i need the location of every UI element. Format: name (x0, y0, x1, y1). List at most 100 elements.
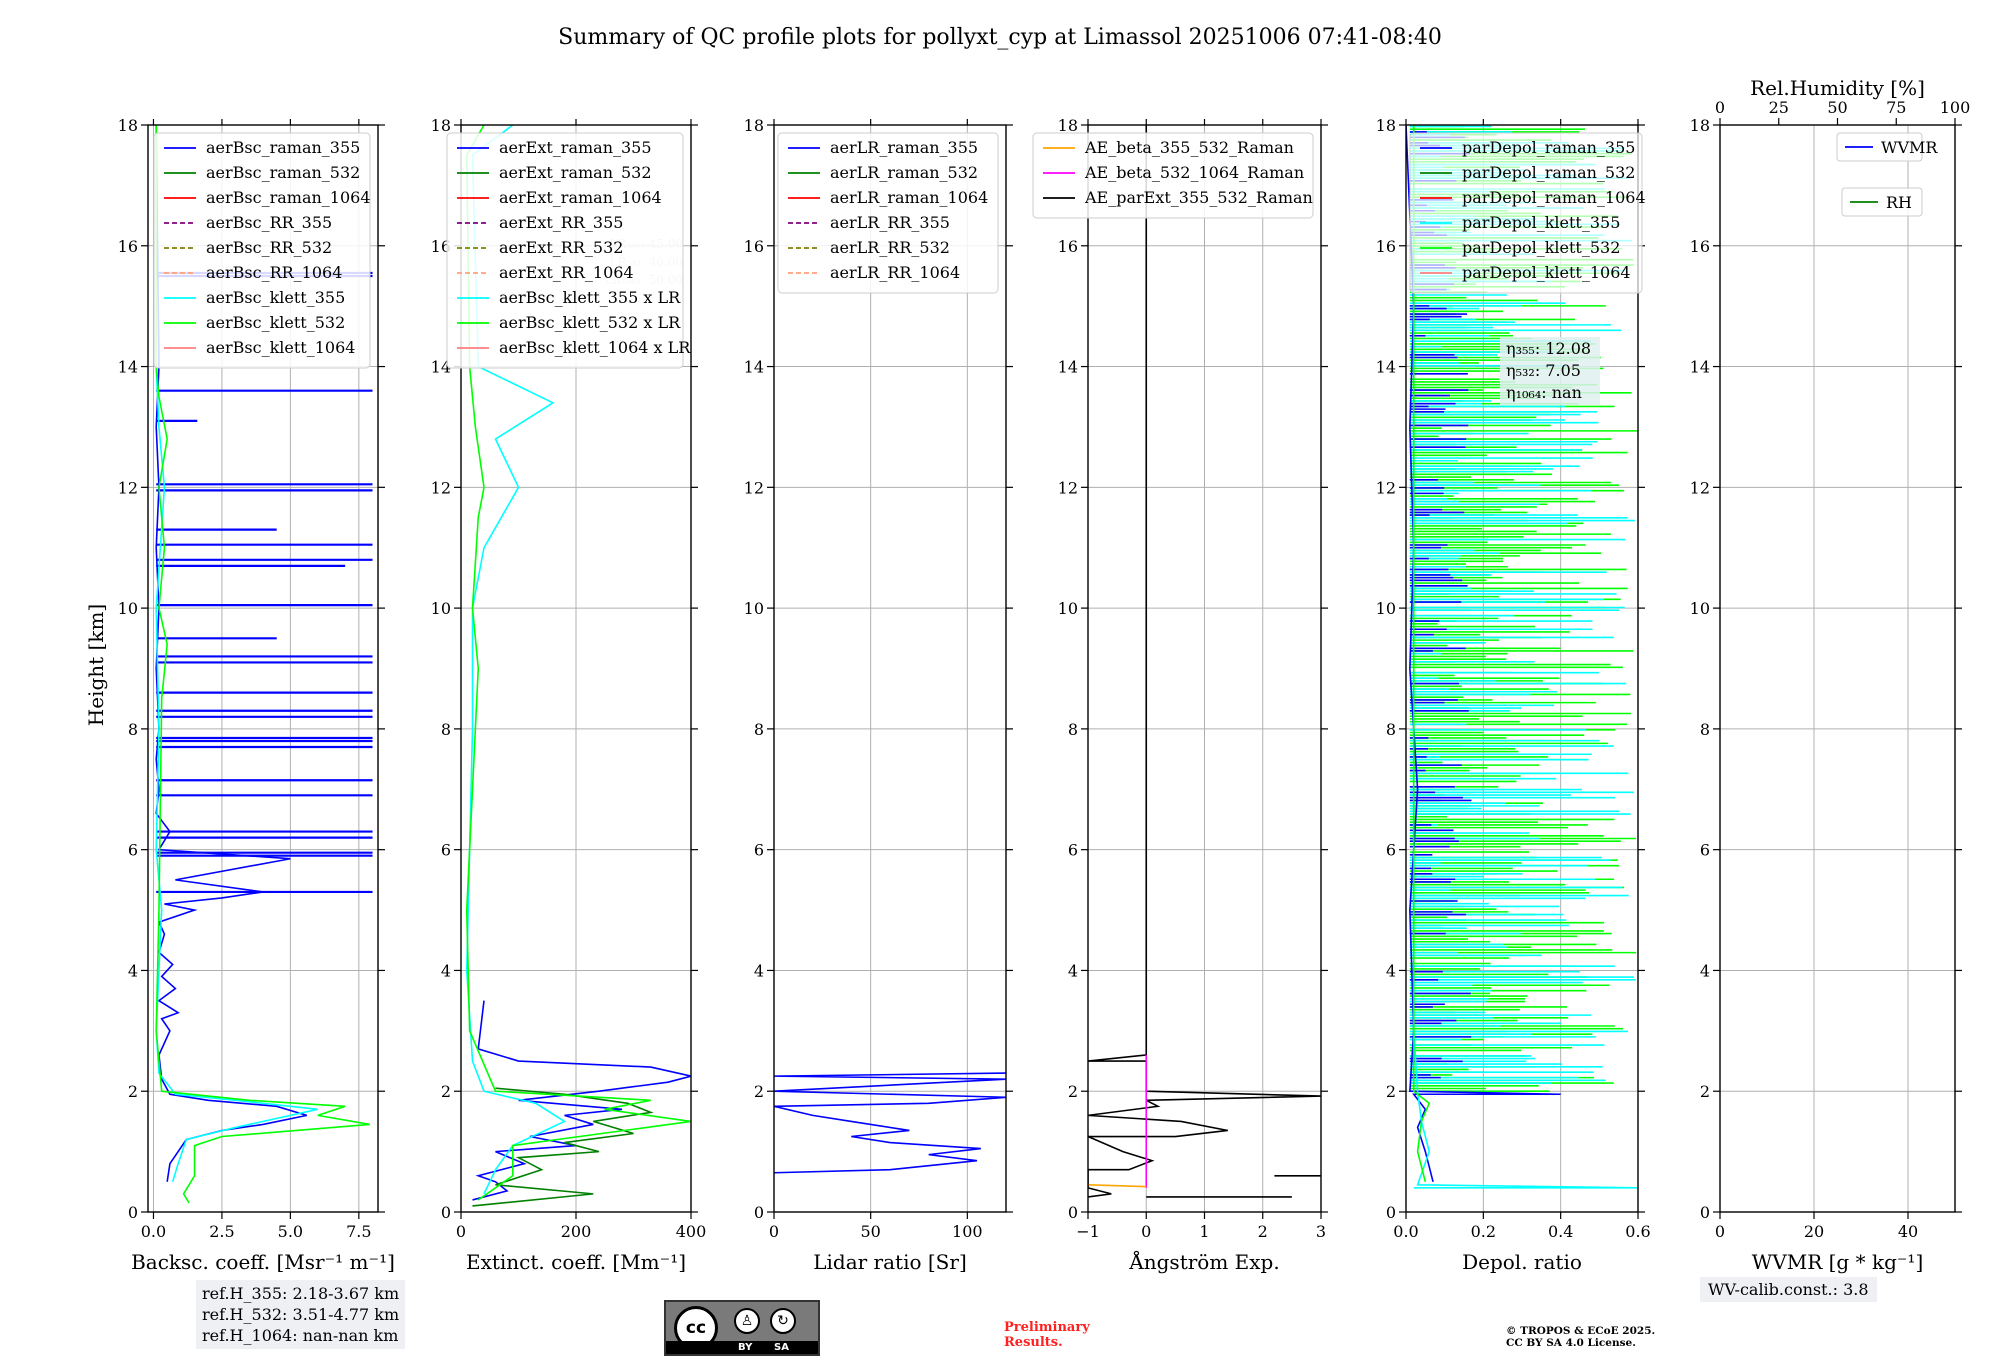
x-tick-label: 1 (1199, 1222, 1209, 1241)
legend-label: aerBsc_RR_355 (206, 213, 332, 232)
y-tick-label: 12 (1058, 478, 1078, 497)
y-tick-label: 6 (441, 841, 451, 860)
y-tick-label: 2 (1068, 1082, 1078, 1101)
x-tick-label: 20 (1804, 1222, 1824, 1241)
panel-backscatter: 0.0 2.5 5.0 7.5 Backsc. coeff. [Msr⁻¹ m⁻¹] 0 2… (118, 116, 395, 1274)
y-tick-label: 16 (1376, 237, 1396, 256)
y-tick-label: 6 (1700, 841, 1710, 860)
preliminary-line-2: Results. (1004, 1335, 1063, 1350)
y-tick-label: 18 (431, 116, 451, 135)
cc-sa-label: SA (774, 1342, 789, 1353)
x-tick-label: −1 (1076, 1222, 1100, 1241)
top-x-tick-label: 0 (1715, 98, 1725, 117)
series-parDepol_klett_532 (1412, 125, 1431, 1183)
x-tick-label: 0.2 (1471, 1222, 1496, 1241)
y-tick-label: 16 (431, 237, 451, 256)
x-tick-label: 3 (1316, 1222, 1326, 1241)
legend-label: WVMR (1881, 138, 1938, 157)
legend-box (777, 132, 999, 294)
person-icon: ♙ (734, 1308, 760, 1334)
legend-label: RH (1886, 193, 1912, 212)
legend-label: AE_beta_532_1064_Raman (1084, 163, 1304, 182)
x-tick-label: 100 (952, 1222, 983, 1241)
legend-label: aerBsc_raman_532 (206, 163, 360, 182)
share-alike-icon: ↻ (770, 1308, 796, 1334)
y-tick-label: 16 (118, 237, 138, 256)
legend-label: aerLR_raman_532 (830, 163, 978, 182)
y-tick-label: 8 (754, 720, 764, 739)
x-axis-label: Depol. ratio (1462, 1250, 1582, 1274)
eta-label: η₃₅₅: 12.08 (1506, 339, 1591, 358)
x-tick-label: 5.0 (278, 1222, 303, 1241)
x-tick-label: 7.5 (346, 1222, 371, 1241)
legend-label: parDepol_raman_532 (1462, 163, 1635, 182)
ref-height-355: ref.H_355: 2.18-3.67 km (202, 1284, 400, 1303)
y-tick-label: 14 (1376, 358, 1396, 377)
ref-height-1064: ref.H_1064: nan-nan km (202, 1326, 399, 1345)
series-aerExt_raman_532 (472, 1087, 654, 1207)
y-axis-label: Height [km] (84, 604, 108, 726)
y-tick-label: 8 (1068, 720, 1078, 739)
top-x-axis-label: Rel.Humidity [%] (1750, 76, 1925, 100)
legend-label: aerExt_raman_532 (499, 163, 652, 182)
y-tick-label: 0 (754, 1203, 764, 1222)
series-aerBsc_klett_532 (155, 125, 370, 1204)
x-tick-label: 0.0 (141, 1222, 166, 1241)
plot-area-lidar_ratio (774, 1072, 1006, 1174)
y-tick-label: 16 (1058, 237, 1078, 256)
x-tick-label: 2.5 (209, 1222, 234, 1241)
x-tick-label: 50 (860, 1222, 880, 1241)
y-tick-label: 10 (744, 599, 764, 618)
cc-by-label: BY (738, 1342, 753, 1353)
x-tick-label: 0 (456, 1222, 466, 1241)
copyright-line-2: CC BY SA 4.0 License. (1506, 1337, 1636, 1349)
y-tick-label: 4 (441, 961, 451, 980)
series-AE_beta_355_532_Raman (1088, 1184, 1147, 1188)
axes-frame (773, 124, 1007, 1213)
y-tick-label: 10 (1058, 599, 1078, 618)
legend-label: parDepol_raman_1064 (1462, 188, 1646, 207)
legend-box (1841, 187, 1923, 217)
cc-badge-band (666, 1341, 818, 1354)
legend-label: aerExt_RR_532 (499, 238, 623, 257)
y-tick-label: 18 (118, 116, 138, 135)
x-tick-label: 0 (1141, 1222, 1151, 1241)
x-tick-label: 2 (1258, 1222, 1268, 1241)
y-tick-label: 4 (1700, 961, 1710, 980)
y-tick-label: 0 (128, 1203, 138, 1222)
y-tick-label: 12 (118, 478, 138, 497)
y-tick-label: 10 (118, 599, 138, 618)
plot-area-depol (1406, 125, 1638, 1189)
y-tick-label: 18 (1058, 116, 1078, 135)
legend-label: parDepol_raman_355 (1462, 138, 1635, 157)
legend-label: aerLR_RR_1064 (830, 263, 960, 282)
legend-label: aerBsc_raman_355 (206, 138, 360, 157)
legend-box (446, 132, 684, 369)
panel-depol: 0.0 0.2 0.4 0.6 Depol. ratio 0 2 4 6 8 10 12 14 16 18 p… (1376, 116, 1651, 1274)
legend-label: aerBsc_raman_1064 (206, 188, 371, 207)
series-aerLR_raman_355 (774, 1072, 1006, 1174)
y-tick-label: 6 (1068, 841, 1078, 860)
y-tick-label: 18 (1690, 116, 1710, 135)
y-tick-label: 0 (1700, 1203, 1710, 1222)
y-tick-label: 16 (744, 237, 764, 256)
top-x-tick-label: 25 (1769, 98, 1789, 117)
y-tick-label: 14 (431, 358, 451, 377)
reference-height-box: ref.H_355: 2.18-3.67 km ref.H_532: 3.51-… (196, 1280, 406, 1349)
y-tick-label: 12 (1690, 478, 1710, 497)
legend-label: aerExt_RR_355 (499, 213, 623, 232)
top-x-tick-label: 75 (1886, 98, 1906, 117)
legend-label: aerBsc_klett_355 (206, 288, 345, 307)
x-axis-label: Backsc. coeff. [Msr⁻¹ m⁻¹] (131, 1250, 395, 1274)
cc-by-sa-badge[interactable]: cc ♙ ↻ BY SA (664, 1300, 820, 1356)
y-tick-label: 10 (1376, 599, 1396, 618)
legend-label: AE_parExt_355_532_Raman (1084, 188, 1313, 207)
x-axis-label: Extinct. coeff. [Mm⁻¹] (466, 1250, 686, 1274)
plot-area-angstrom (1088, 125, 1321, 1198)
panel-lidar_ratio: 0 50 100 Lidar ratio [Sr] 0 2 4 6 8 10 12 14 16 18 aer… (744, 116, 1013, 1274)
legend-label: parDepol_klett_1064 (1462, 263, 1631, 282)
legend-label: parDepol_klett_355 (1462, 213, 1620, 232)
